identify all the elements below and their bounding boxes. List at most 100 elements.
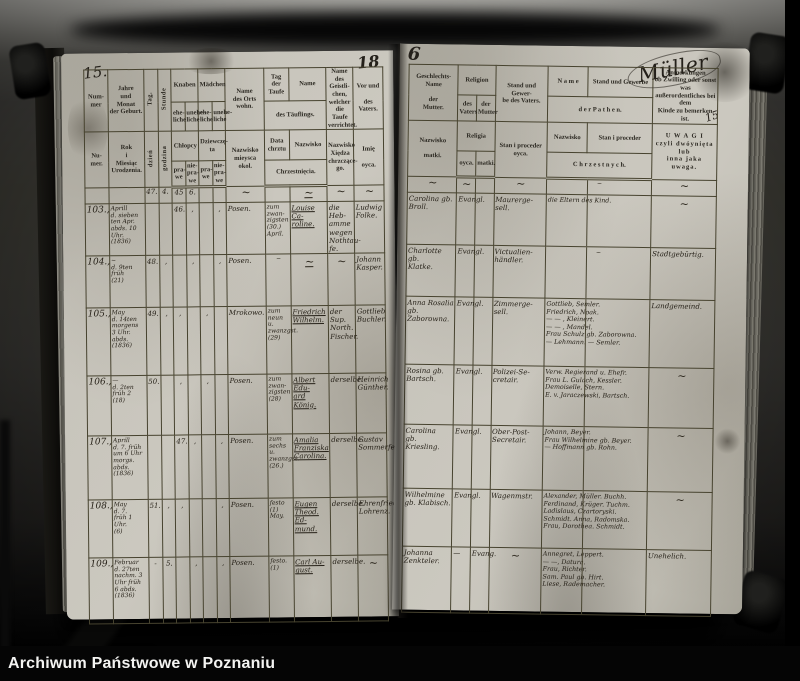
cell-n4: ,: [212, 202, 227, 255]
cell-pathen: Verw. Regierand u. Ehefr. Frau L. Gulach…: [543, 366, 650, 428]
cell-mother: Anna Rosalia gb. Zaborowna.: [404, 296, 456, 365]
cell-hour: [160, 375, 175, 436]
register-row-109: 109., Februar d. 27ten nachm. 3 Uhr früh …: [88, 555, 389, 625]
cell-n1: [172, 255, 187, 308]
cell-stand: Zimmerge- sell.: [491, 297, 545, 367]
cell-n2: ,: [188, 435, 203, 500]
col-header-nummer-de: Num- mer: [83, 69, 109, 133]
col-header-religia-matki-pl: matki.: [475, 151, 495, 178]
col-header-nieprawe-pl: nie- pra- we: [212, 160, 227, 187]
cell-bdate: zum zwan- zigsten (28): [266, 374, 293, 435]
register-row-106: 106., — d. 2ten früh 2 (18) 50.,, Posen. zum…: [86, 373, 389, 437]
col-header-religia-pl: Religia: [457, 120, 495, 152]
cell-day: 48.: [145, 255, 160, 308]
cell-remarks: Unehelich.: [645, 549, 712, 617]
register-row-103: Carolina gb. Broll. Evangl. Maurerge- sell…: [406, 192, 717, 249]
cell-date: Aprill d. sieben ten Apr. abds. 10 Uhr. …: [109, 203, 146, 257]
cell-priest: ~: [327, 253, 356, 306]
cell-num: 103.,: [85, 204, 110, 257]
cell-date: [108, 187, 145, 205]
cell-relf: ~: [456, 176, 476, 194]
cell-pathen: die Eltern des Kind.: [545, 194, 652, 248]
book-gutter-shadow: [388, 44, 408, 618]
cell-child: ~: [290, 253, 329, 307]
cell-pathen: Alexander, Müller. Buchh. Ferdinand, Krü…: [541, 490, 648, 550]
col-header-data-chrztu-pl: Data chrztu: [264, 130, 290, 161]
cell-stand: Polizei-Se- cretair.: [490, 365, 544, 427]
cell-relf: Evangl.: [453, 364, 483, 426]
cell-remarks: ~: [650, 195, 717, 249]
cell-n3: ,: [201, 374, 216, 436]
cell-bdate: zum neun u. zwanzgst. (29): [266, 306, 298, 375]
cell-child: Carl Au- gust.: [293, 555, 332, 623]
cell-pathen: ~: [544, 246, 651, 300]
cell-n3: [199, 186, 213, 204]
cell-date: — d. 2ten früh 2 (18): [110, 375, 148, 436]
cell-relf: Evangl.: [456, 192, 485, 246]
register-row-103: 103., Aprill d. sieben ten Apr. abds. 10 …: [85, 201, 385, 257]
cell-hour: 5.: [162, 557, 177, 624]
cell-stand: Ober-Post- Secretair.: [489, 425, 544, 491]
cell-hour: 4.: [158, 187, 173, 204]
book-top-shadow: [70, 12, 720, 48]
col-header-numer-pl: Nu- mer.: [84, 132, 109, 189]
cell-n4: ,: [215, 498, 230, 557]
cell-priest: die Heb- amme wegen Nothtau- fe.: [327, 201, 361, 254]
cell-place: Posen.: [226, 254, 267, 307]
cell-date: Aprill d. 7. früh um 6 Uhr morgs. abds. …: [111, 435, 149, 500]
cell-mother: ~: [407, 176, 458, 193]
cell-num: 108.,: [88, 499, 113, 559]
cell-stand: ~: [488, 547, 542, 615]
col-header-tag-de: Tag.: [143, 69, 158, 132]
col-header-name-de: Name: [288, 67, 327, 102]
cell-place: Posen.: [229, 498, 269, 557]
cell-remarks: Landgemeind.: [649, 299, 715, 369]
cell-child: Albert Edu- ard König.: [291, 373, 330, 435]
col-header-maedchen-de: Mädchen: [197, 68, 226, 103]
cell-priest: derselbe.: [330, 497, 365, 556]
col-header-nazwisko-pl: Nazwisko: [289, 129, 327, 161]
cell-n4: [212, 186, 227, 203]
cell-n2: ,: [189, 557, 204, 624]
cell-father: Heinrich Günther.: [355, 373, 389, 434]
register-row-108: Wilhelmine gb. Klabisch. Evangl. Wagenmstr…: [402, 488, 713, 551]
cell-mother: Carolina gb. Kriesling.: [403, 424, 454, 489]
col-header-der-pathen-de: d e r P a t h e n.: [547, 96, 653, 124]
col-header-pathen-stand-de: Stand und Gewerbe: [587, 66, 654, 98]
cell-priest: derselbe.: [330, 555, 365, 622]
cell-priest: derselbe.: [329, 373, 363, 434]
col-header-ehelich-de: ehe- liche: [198, 102, 213, 132]
col-header-stand-de: Stand und Gewer- be des Vaters.: [494, 65, 549, 123]
cell-n2: ,: [185, 203, 200, 256]
cell-n2: [186, 307, 202, 376]
cell-n1: [176, 557, 191, 624]
cell-pathen: Gottlieb, Semler. Friedrich, Noak. — — ,…: [543, 298, 650, 368]
cell-father: Ehrenfried Lohrenz.: [357, 497, 397, 556]
cell-father: Johann Kasper.: [354, 253, 386, 306]
cell-pathen: ~: [546, 178, 652, 196]
cell-n3: [202, 498, 217, 558]
left-register-table: Num- mer Jahre und Monat der Geburt. Tag…: [83, 66, 404, 625]
col-header-religia-ojca-pl: oyca.: [457, 150, 476, 178]
cell-n4: [214, 374, 229, 435]
col-header-prawe-pl: pra- we: [198, 160, 213, 188]
cell-n2: [187, 375, 202, 436]
cell-child: ~: [289, 185, 328, 203]
register-row-107: 107., Aprill d. 7. früh um 6 Uhr morgs. a…: [87, 433, 404, 501]
cell-father: Ludwig Folke.: [354, 201, 385, 254]
cell-day: 51.: [148, 499, 163, 558]
left-page: 15. 18 Num- mer Jahre und Monat der Gebu…: [61, 47, 404, 625]
cell-date: ~ d. 9ten früh (21): [109, 255, 146, 309]
col-header-ojca-pl: Imię oyca.: [353, 129, 384, 186]
col-header-ehelich-de: ehe- liche: [171, 102, 186, 132]
cell-remarks: ~: [651, 180, 717, 197]
right-page: 6 Müller 15 Geschlechts-Name der Mutter.…: [392, 41, 761, 617]
cell-child: Eugen Theod. Ed- mund.: [292, 497, 331, 557]
cell-n1: ,: [173, 307, 188, 376]
cell-n1: 47.: [174, 435, 189, 500]
cell-date: May d. 14ten morgens 3 Uhr. abds. (1836): [110, 307, 147, 377]
cell-n3: [199, 202, 214, 256]
col-header-mutter-de: Geschlechts-Name der Mutter.: [408, 64, 459, 121]
cell-n3: [199, 254, 214, 308]
